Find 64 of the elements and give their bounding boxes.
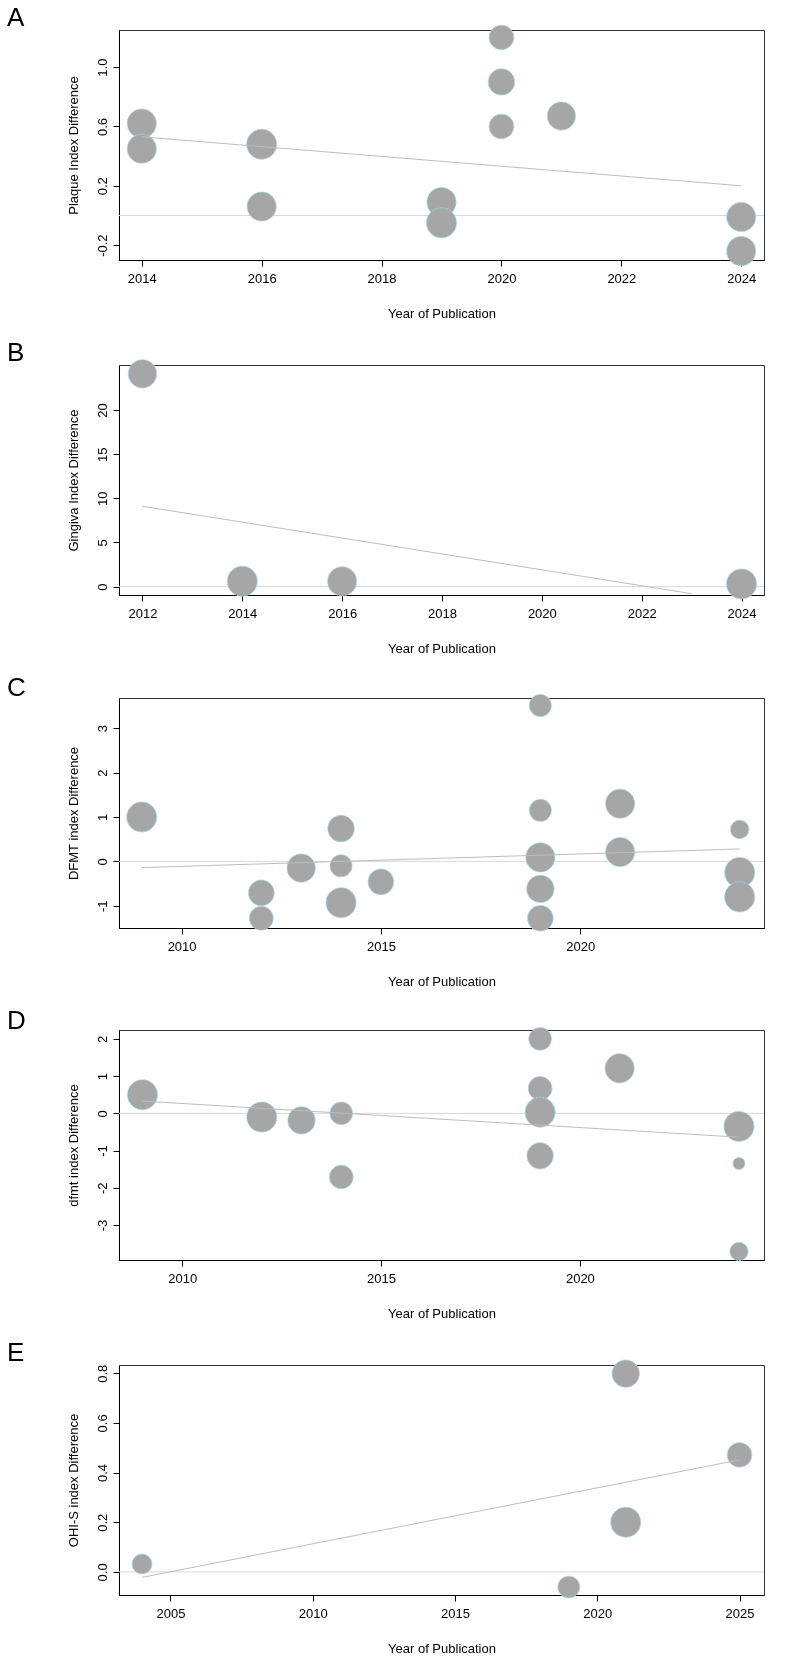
x-tick-label: 2010 — [168, 1270, 198, 1286]
x-tick-label: 2015 — [367, 1270, 397, 1286]
x-tick-label: 2018 — [367, 270, 397, 286]
y-tick-label: 0.6 — [94, 1414, 110, 1433]
y-axis-title: OHI-S index Difference — [65, 1413, 81, 1548]
x-tick-label: 2020 — [527, 605, 557, 621]
y-tick-label: 3 — [94, 725, 110, 733]
y-axis-title: dfmt index Difference — [65, 1084, 81, 1207]
x-tick-label: 2014 — [127, 270, 157, 286]
y-tick-label: 0.2 — [94, 177, 110, 196]
y-tick-label: -1 — [94, 1145, 110, 1157]
x-axis-title: Year of Publication — [388, 1305, 496, 1321]
y-tick-label: 15 — [94, 447, 110, 462]
x-tick-label: 2024 — [727, 605, 757, 621]
chart-title: A — [7, 2, 25, 33]
x-tick-label: 2015 — [366, 938, 396, 954]
x-tick-label: 2010 — [167, 938, 197, 954]
y-tick-label: 0.8 — [94, 1364, 110, 1383]
x-tick-label: 2015 — [441, 1605, 470, 1621]
x-tick-label: 2016 — [328, 605, 358, 621]
x-tick-label: 2025 — [725, 1605, 755, 1621]
x-tick-label: 2020 — [566, 938, 596, 954]
x-tick-label: 2022 — [607, 270, 637, 286]
y-tick-label: 0.2 — [94, 1513, 110, 1532]
y-axis-title: DFMT index Difference — [65, 746, 81, 881]
x-tick-label: 2016 — [247, 270, 277, 286]
chart-title: D — [7, 1004, 26, 1035]
x-tick-label: 2012 — [128, 605, 158, 621]
y-tick-label: 0 — [94, 1110, 110, 1118]
y-tick-label: 1 — [94, 1073, 110, 1081]
x-axis-title: Year of Publication — [388, 305, 496, 321]
chart-title: C — [7, 671, 26, 702]
y-axis-title: Gingiva Index Difference — [65, 409, 81, 552]
x-tick-label: 2010 — [298, 1605, 328, 1621]
y-tick-label: -1 — [94, 900, 110, 913]
y-tick-label: 10 — [94, 491, 110, 507]
chart-title: B — [7, 336, 25, 367]
y-axis-title: Plaque Index Difference — [65, 76, 81, 215]
y-tick-label: 1.0 — [94, 58, 110, 77]
y-tick-label: -0.2 — [94, 234, 110, 257]
y-tick-label: 2 — [94, 1035, 110, 1044]
x-tick-label: 2020 — [583, 1605, 613, 1621]
x-axis-title: Year of Publication — [388, 973, 496, 989]
y-tick-label: 0 — [94, 583, 110, 591]
x-tick-label: 2022 — [627, 605, 657, 621]
y-tick-label: 5 — [94, 539, 110, 547]
x-axis-title: Year of Publication — [388, 1640, 496, 1656]
x-tick-label: 2014 — [228, 605, 258, 621]
x-tick-label: 2018 — [428, 605, 457, 621]
y-tick-label: 1 — [94, 813, 110, 822]
y-tick-label: 0.6 — [94, 117, 110, 136]
y-tick-label: -3 — [94, 1219, 110, 1232]
y-tick-label: 0.4 — [94, 1464, 110, 1483]
y-tick-label: 0.0 — [94, 1563, 110, 1582]
chart-title: E — [7, 1337, 25, 1368]
y-tick-label: 2 — [94, 769, 110, 777]
x-tick-label: 2024 — [727, 270, 757, 286]
x-tick-label: 2020 — [565, 1270, 595, 1286]
x-axis-title: Year of Publication — [388, 640, 496, 656]
y-tick-label: 0 — [94, 858, 110, 866]
y-tick-label: -2 — [94, 1182, 110, 1195]
y-tick-label: 20 — [94, 403, 110, 418]
x-tick-label: 2020 — [487, 270, 517, 286]
x-tick-label: 2005 — [156, 1605, 186, 1621]
